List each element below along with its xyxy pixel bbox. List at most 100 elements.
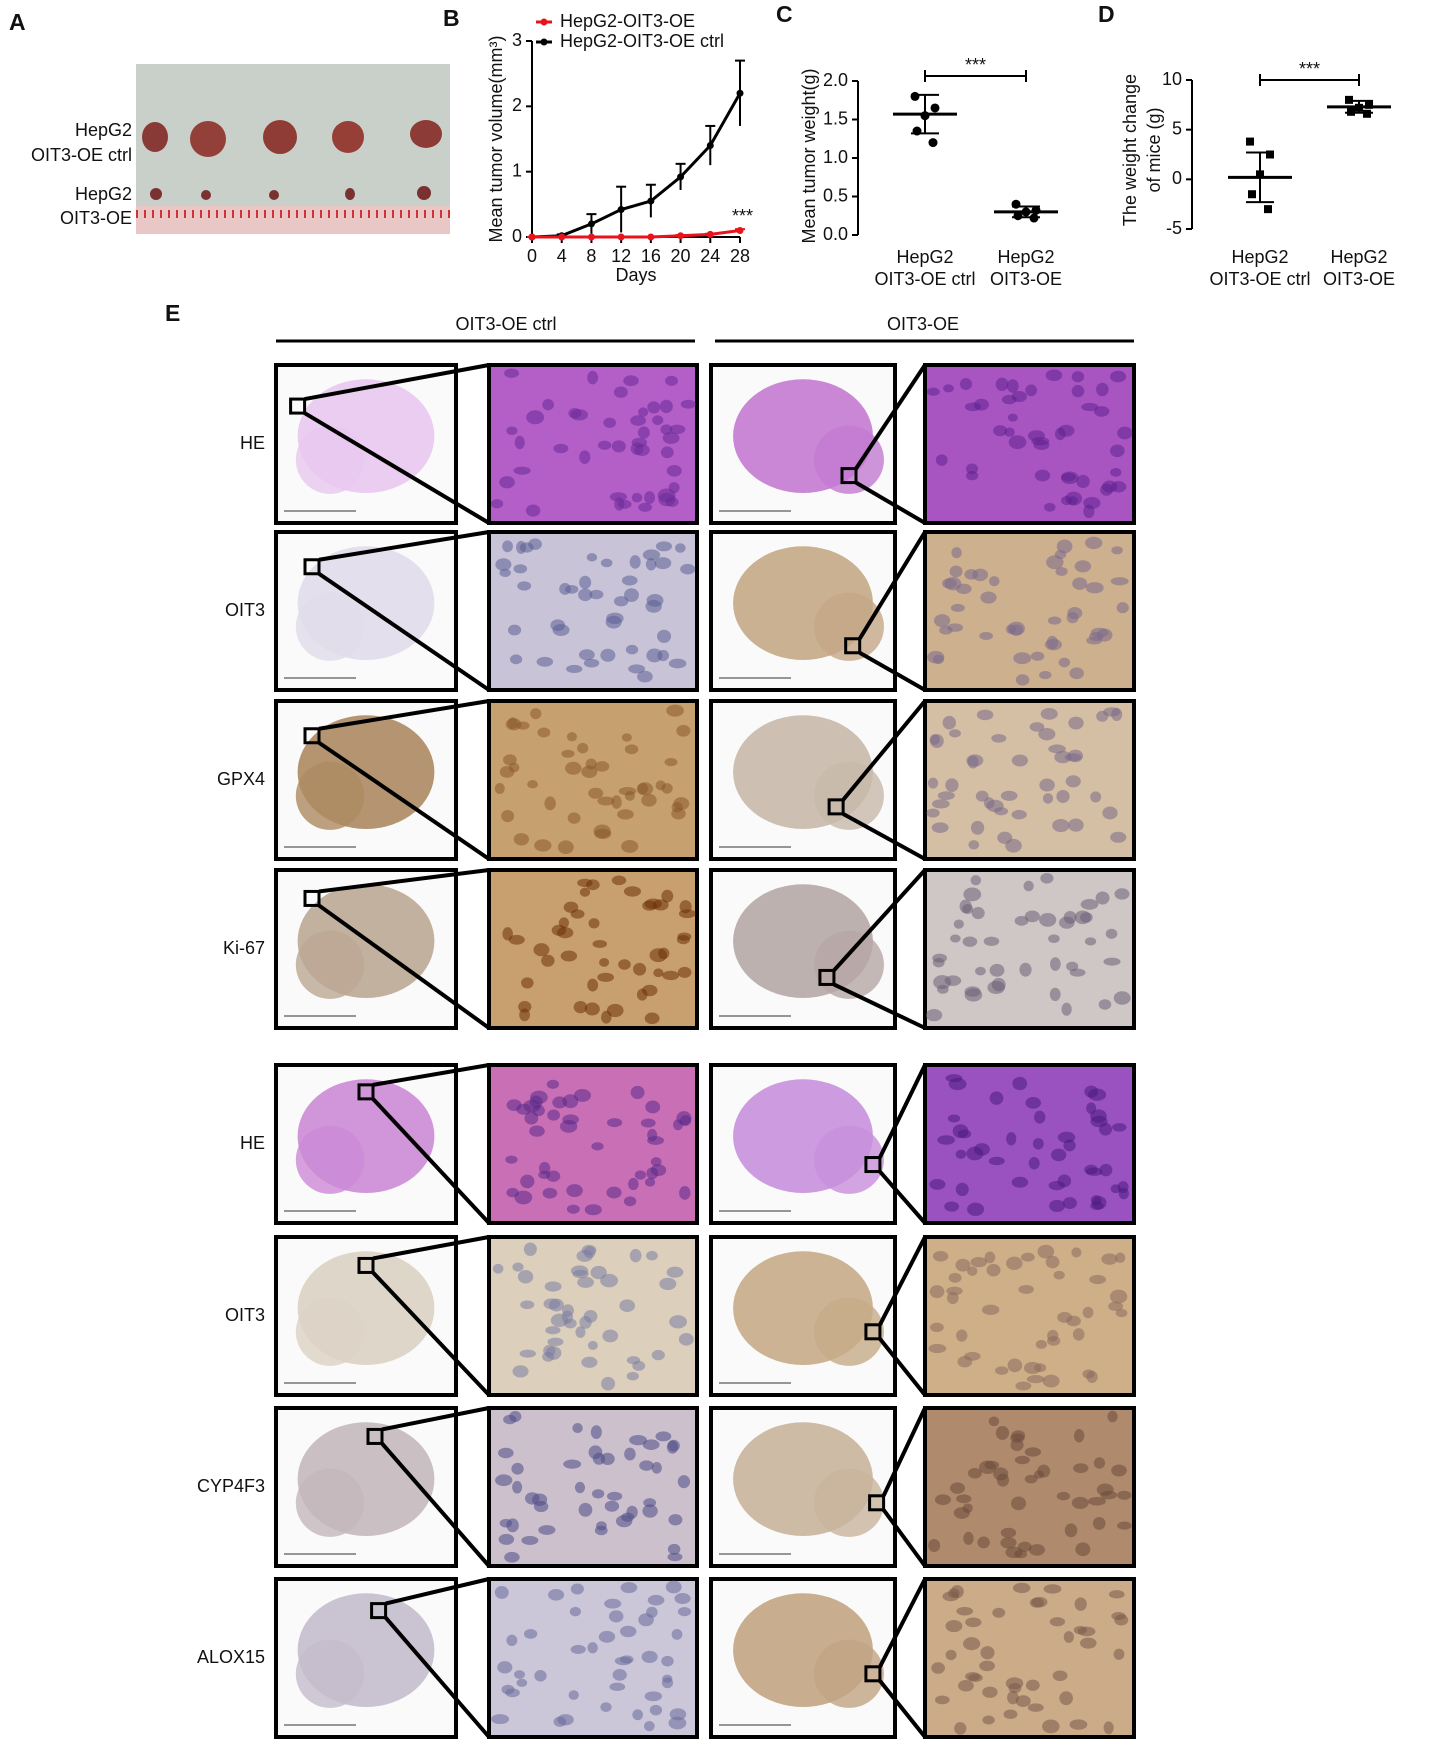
cell-nucleus — [995, 1425, 1010, 1440]
cell-nucleus — [521, 1535, 539, 1545]
cell-nucleus — [530, 1090, 548, 1104]
cell-nucleus — [497, 1661, 513, 1674]
tumor — [263, 120, 297, 154]
cell-nucleus — [662, 432, 680, 444]
cell-nucleus — [537, 727, 551, 738]
cell-nucleus — [550, 1313, 569, 1327]
cell-nucleus — [523, 1628, 538, 1639]
cell-nucleus — [578, 649, 595, 661]
cell-nucleus — [678, 1333, 694, 1346]
data-point — [1021, 207, 1031, 217]
tissue-section — [295, 1468, 365, 1537]
cell-nucleus — [1048, 934, 1060, 944]
cell-nucleus — [1059, 1691, 1073, 1706]
cell-nucleus — [992, 1607, 1006, 1618]
cell-nucleus — [1090, 791, 1102, 803]
cell-nucleus — [557, 1714, 574, 1726]
x-tick-label: OIT3-OE ctrl — [1209, 269, 1310, 289]
cell-nucleus — [679, 900, 692, 914]
data-point — [1013, 211, 1023, 221]
cell-nucleus — [1025, 1097, 1042, 1109]
zoom-line — [878, 1236, 927, 1326]
cell-nucleus — [587, 1642, 598, 1654]
cell-nucleus — [504, 1551, 520, 1563]
cell-nucleus — [1062, 1197, 1077, 1209]
data-point — [920, 111, 930, 121]
cell-nucleus — [613, 386, 628, 398]
cell-nucleus — [1027, 430, 1045, 442]
cell-nucleus — [559, 1120, 578, 1133]
zoom-box — [827, 798, 845, 816]
cell-nucleus — [612, 1669, 627, 1681]
data-point — [1266, 150, 1274, 159]
cell-nucleus — [935, 1695, 950, 1705]
cell-nucleus — [953, 919, 964, 929]
cell-nucleus — [1111, 707, 1123, 722]
cell-nucleus — [959, 899, 972, 914]
zoom-line — [878, 1337, 927, 1397]
cell-nucleus — [995, 377, 1009, 391]
cell-nucleus — [562, 1094, 579, 1109]
cell-nucleus — [523, 1242, 537, 1256]
cell-nucleus — [572, 1269, 589, 1279]
cell-nucleus — [1096, 382, 1109, 397]
cell-nucleus — [982, 1715, 995, 1725]
histology-pair — [709, 1063, 1136, 1225]
cell-nucleus — [1046, 635, 1058, 650]
cell-nucleus — [946, 1291, 959, 1305]
cell-nucleus — [659, 1277, 677, 1291]
cell-nucleus — [956, 1494, 972, 1504]
panel-label: D — [1098, 1, 1115, 27]
cell-nucleus — [600, 648, 616, 662]
cell-nucleus — [547, 1109, 560, 1121]
cell-nucleus — [505, 1688, 520, 1698]
cell-nucleus — [1050, 957, 1061, 971]
cell-nucleus — [592, 939, 608, 948]
cell-nucleus — [967, 1266, 978, 1276]
tissue-section — [814, 930, 884, 999]
cell-nucleus — [1111, 546, 1123, 555]
cell-nucleus — [1113, 991, 1131, 1005]
cell-nucleus — [644, 1691, 663, 1702]
x-tick-label: 20 — [671, 246, 691, 266]
cell-nucleus — [1011, 809, 1027, 820]
cell-nucleus — [630, 415, 647, 426]
cell-nucleus — [956, 1329, 968, 1342]
zoom-line — [878, 1679, 927, 1739]
data-point — [736, 89, 744, 97]
cell-nucleus — [624, 588, 639, 602]
cell-nucleus — [1037, 1244, 1055, 1259]
cell-nucleus — [1072, 577, 1088, 590]
legend-label: HepG2-OIT3-OE — [560, 11, 695, 31]
cell-nucleus — [565, 761, 582, 775]
zoom-line — [881, 1508, 927, 1568]
cell-nucleus — [655, 780, 666, 791]
cell-nucleus — [520, 1300, 535, 1310]
cell-nucleus — [611, 795, 622, 809]
cell-nucleus — [947, 1114, 961, 1123]
cell-nucleus — [492, 1263, 504, 1274]
tumor — [201, 190, 211, 200]
cell-nucleus — [567, 812, 581, 824]
data-point — [587, 233, 595, 241]
cell-nucleus — [1110, 1184, 1121, 1194]
histology-pair — [709, 1235, 1136, 1397]
cell-nucleus — [984, 1460, 1000, 1470]
cell-nucleus — [1109, 444, 1125, 458]
zoom-box — [366, 1427, 384, 1445]
cell-nucleus — [988, 1156, 1005, 1166]
cell-nucleus — [651, 1349, 665, 1361]
cell-nucleus — [1059, 916, 1075, 929]
cell-nucleus — [1011, 754, 1029, 767]
cell-nucleus — [588, 787, 604, 799]
x-tick-label: 16 — [641, 246, 661, 266]
cell-nucleus — [501, 809, 515, 823]
cell-nucleus — [659, 399, 673, 414]
cell-nucleus — [962, 1503, 973, 1514]
cell-nucleus — [665, 1580, 682, 1594]
zoom-box — [864, 1156, 882, 1174]
row-label: CYP4F3 — [197, 1476, 265, 1496]
cell-nucleus — [611, 875, 627, 886]
cell-nucleus — [945, 778, 959, 793]
tissue-section — [295, 1639, 365, 1708]
